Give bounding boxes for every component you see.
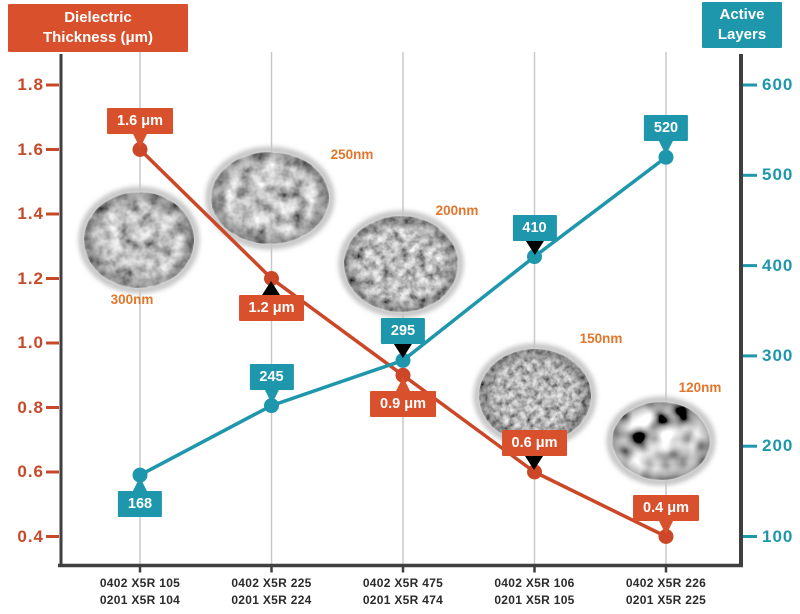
sem-image-250nm-rim	[205, 146, 335, 250]
right-axis-title-line1: Active	[719, 6, 765, 23]
sem-image-300nm-rim	[78, 186, 200, 294]
sem-image-250nm-vignette	[211, 152, 329, 244]
sem-image-300nm-vignette	[84, 192, 194, 288]
left-axis-title-line1: Dielectric	[64, 9, 132, 26]
data-point-marker	[264, 398, 279, 414]
sem-image-120nm-vignette	[612, 402, 710, 480]
data-point-marker	[527, 464, 542, 480]
data-point-marker	[132, 467, 148, 483]
data-point-marker	[395, 352, 411, 368]
data-point-marker	[658, 529, 674, 544]
data-point-marker	[658, 149, 674, 165]
data-point-marker	[264, 271, 279, 286]
data-point-marker	[395, 367, 411, 383]
sem-image-200nm-vignette	[344, 216, 458, 312]
left-axis-title-box: Dielectric Thickness (μm)	[8, 4, 188, 52]
sem-image-200nm-rim	[338, 210, 464, 318]
sem-image-150nm-vignette	[479, 349, 591, 443]
left-axis-title-line2: Thickness (μm)	[42, 29, 154, 46]
right-axis-title-line2: Layers	[717, 26, 767, 43]
data-point-marker	[527, 249, 542, 265]
data-point-marker	[132, 142, 148, 157]
right-axis-title-box: Active Layers	[702, 2, 782, 48]
sem-image-120nm-rim	[606, 396, 716, 486]
